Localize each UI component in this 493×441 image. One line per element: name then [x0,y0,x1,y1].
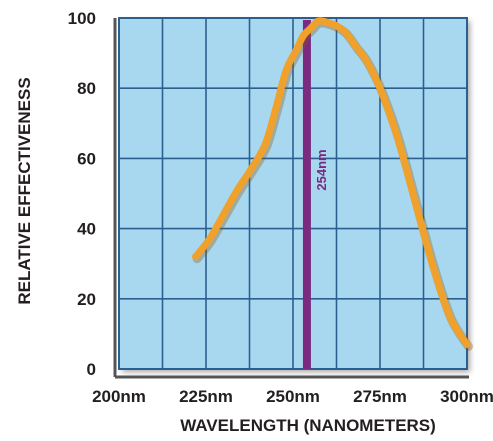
x-tick-label: 250nm [266,387,320,406]
data-point [299,32,307,40]
axes [113,18,469,379]
data-point [219,211,227,219]
data-point [292,46,300,54]
x-axis-title: WAVELENGTH (NANOMETERS) [180,416,436,435]
data-point [205,235,213,243]
y-tick-label: 20 [77,290,96,309]
series-group [192,17,473,351]
data-point [411,197,419,205]
data-point [272,105,280,113]
data-point [331,21,339,29]
data-point [341,28,349,36]
y-tick-label: 0 [87,360,96,379]
data-point [428,260,436,268]
y-tick-label: 40 [77,220,96,239]
data-point [376,84,384,92]
data-point [352,42,360,50]
grid [119,18,467,369]
data-point [362,56,370,64]
y-tick-label: 80 [77,79,96,98]
data-point [192,253,200,261]
data-point [233,186,241,194]
annotation-group: 254nm [302,20,329,369]
x-axis-ticks: 200nm 225nm 250nm 275nm 300nm [92,387,493,406]
plot-frame [118,17,468,370]
data-point [261,140,269,148]
y-tick-label: 100 [68,9,96,28]
data-point [393,133,401,141]
x-tick-label: 275nm [353,387,407,406]
data-point [306,25,314,33]
wavelength-marker-label: 254nm [314,149,329,190]
data-point [320,18,328,26]
data-point [313,18,321,26]
x-tick-label: 200nm [92,387,146,406]
y-tick-label: 60 [77,149,96,168]
data-point [282,67,290,75]
x-tick-label: 225nm [179,387,233,406]
data-point [247,165,255,173]
data-point [463,340,471,348]
x-tick-label: 300nm [440,387,493,406]
y-axis-title: RELATIVE EFFECTIVENESS [15,77,34,304]
data-point [446,312,454,320]
y-axis-ticks: 0 20 40 60 80 100 [68,9,96,379]
